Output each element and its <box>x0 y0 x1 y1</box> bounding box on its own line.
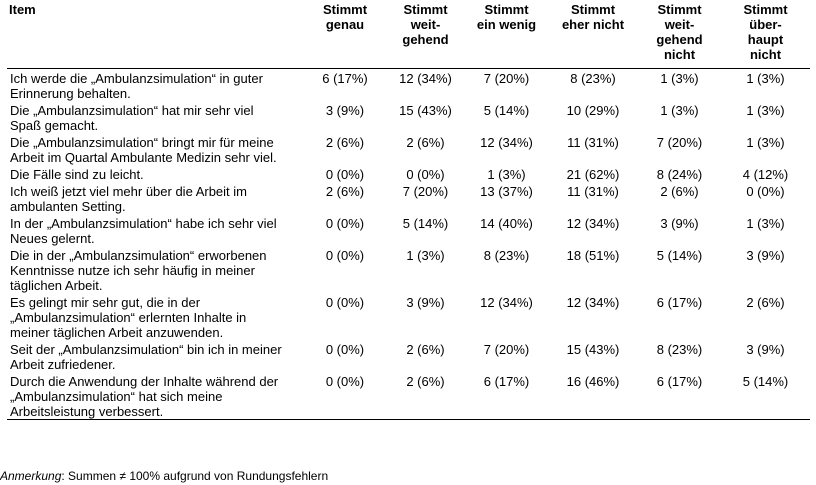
row-value-cell: 14 (40%) <box>480 216 533 231</box>
row-value-cell: 0 (0%) <box>406 167 445 182</box>
row-value-cell: 3 (9%) <box>746 248 785 263</box>
row-value-cell: 4 (12%) <box>742 167 789 182</box>
row-value-cell: 6 (17%) <box>322 71 368 86</box>
row-value-cell: 5 (14%) <box>402 216 449 231</box>
table-row: Die in der „Ambulanzsimulation“ erworben… <box>7 246 810 293</box>
row-item-text: Durch die Anwendung der Inhalte während … <box>7 372 304 420</box>
table-row: Durch die Anwendung der Inhalte während … <box>7 372 810 420</box>
row-value-cell: 11 (31%) <box>567 184 619 199</box>
row-value-cell: 8 (23%) <box>570 71 616 86</box>
row-value-cell: 16 (46%) <box>548 372 638 420</box>
row-value-cell: 2 (6%) <box>746 295 785 310</box>
row-value-cell: 6 (17%) <box>638 372 721 420</box>
row-value-cell: 1 (3%) <box>746 71 785 86</box>
row-value-cell: 8 (23%) <box>656 342 703 357</box>
column-header-2: Stimmt weit- gehend <box>386 2 465 69</box>
row-value-cell: 15 (43%) <box>566 342 620 357</box>
row-value-cell: 21 (62%) <box>566 167 620 182</box>
row-value-cell: 3 (9%) <box>660 216 699 231</box>
row-value-cell: 8 (23%) <box>483 248 530 263</box>
note-text: : Summen ≠ 100% aufgrund von Rundungsfeh… <box>61 469 329 483</box>
table-header-row: Item Stimmt genau Stimmt weit- gehend Stimm… <box>7 2 810 69</box>
row-value-cell: 3 (9%) <box>746 342 785 357</box>
row-value-cell: 3 (9%) <box>406 295 445 310</box>
table-body: Ich werde die „Ambulanzsimulation“ in gu… <box>7 69 810 420</box>
row-item-text: In der „Ambulanzsimulation“ habe ich seh… <box>10 216 277 246</box>
row-value-cell: 7 (20%) <box>483 342 530 357</box>
row-value-cell: 0 (0%) <box>304 372 386 420</box>
column-header-4: Stimmt eher nicht <box>548 2 638 69</box>
row-value-cell: 5 (14%) <box>721 372 810 420</box>
row-value-cell: 0 (0%) <box>325 167 365 182</box>
row-value-cell: 7 (20%) <box>483 71 530 86</box>
row-value-cell: 2 (6%) <box>660 184 699 199</box>
row-value-cell: 13 (37%) <box>480 184 533 199</box>
table-row: Die „Ambulanzsimulation“ hat mir sehr vi… <box>7 101 810 133</box>
row-value-cell: 2 (6%) <box>406 342 445 357</box>
row-value-cell: 0 (0%) <box>746 184 785 199</box>
column-header-6: Stimmt über- haupt nicht <box>721 2 810 69</box>
table-row: Es gelingt mir sehr gut, die in der „Amb… <box>7 293 810 340</box>
table-row: Die „Ambulanzsimulation“ bringt mir für … <box>7 133 810 165</box>
row-value-cell: 2 (6%) <box>325 135 365 150</box>
column-header-1: Stimmt genau <box>304 2 386 69</box>
row-value-cell: 3 (9%) <box>325 103 365 118</box>
row-value-cell: 11 (31%) <box>567 135 619 150</box>
row-value-cell: 2 (6%) <box>325 184 365 199</box>
row-value-cell: 7 (20%) <box>402 184 449 199</box>
column-header-5: Stimmt weit- gehend nicht <box>638 2 721 69</box>
row-item-text: Ich weiß jetzt viel mehr über die Arbeit… <box>10 184 247 214</box>
table-row: Ich werde die „Ambulanzsimulation“ in gu… <box>7 69 810 102</box>
row-value-cell: 0 (0%) <box>325 248 365 263</box>
row-value-cell: 12 (34%) <box>399 71 452 86</box>
row-value-cell: 6 (17%) <box>656 295 703 310</box>
row-value-cell: 5 (14%) <box>483 103 530 118</box>
row-value-cell: 8 (24%) <box>656 167 703 182</box>
row-value-cell: 0 (0%) <box>325 342 365 357</box>
column-header-3: Stimmt ein wenig <box>465 2 548 69</box>
row-item-text: Seit der „Ambulanzsimulation“ bin ich in… <box>10 342 282 372</box>
row-value-cell: 15 (43%) <box>399 103 452 118</box>
table-row: Ich weiß jetzt viel mehr über die Arbeit… <box>7 182 810 214</box>
row-item-text: Die „Ambulanzsimulation“ bringt mir für … <box>10 135 277 165</box>
table-row: Die Fälle sind zu leicht. 0 (0%) 0 (0%) 1 (… <box>7 165 810 182</box>
row-value-cell: 5 (14%) <box>656 248 703 263</box>
row-item-text: Die Fälle sind zu leicht. <box>10 167 144 182</box>
row-value-cell: 2 (6%) <box>406 135 445 150</box>
row-item-text: Die „Ambulanzsimulation“ hat mir sehr vi… <box>10 103 254 133</box>
row-value-cell: 12 (34%) <box>566 295 620 310</box>
row-value-cell: 7 (20%) <box>656 135 703 150</box>
row-value-cell: 18 (51%) <box>566 248 620 263</box>
row-value-cell: 1 (3%) <box>746 216 785 231</box>
row-value-cell: 1 (3%) <box>746 103 785 118</box>
row-value-cell: 1 (3%) <box>406 248 445 263</box>
row-item-text: Ich werde die „Ambulanzsimulation“ in gu… <box>10 71 263 101</box>
note-label: Anmerkung <box>0 469 62 483</box>
row-value-cell: 1 (3%) <box>660 103 699 118</box>
row-value-cell: 0 (0%) <box>325 216 365 231</box>
row-value-cell: 1 (3%) <box>660 71 699 86</box>
row-value-cell: 1 (3%) <box>746 135 785 150</box>
survey-results-table: Item Stimmt genau Stimmt weit- gehend Stimm… <box>7 2 810 420</box>
row-value-cell: 12 (34%) <box>480 295 533 310</box>
row-value-cell: 0 (0%) <box>325 295 365 310</box>
table-note: Anmerkung: Summen ≠ 100% aufgrund von Ru… <box>0 469 328 483</box>
row-value-cell: 10 (29%) <box>566 103 620 118</box>
row-value-cell: 12 (34%) <box>566 216 620 231</box>
row-value-cell: 2 (6%) <box>386 372 465 420</box>
table-row: Seit der „Ambulanzsimulation“ bin ich in… <box>7 340 810 372</box>
row-value-cell: 1 (3%) <box>487 167 526 182</box>
table-row: In der „Ambulanzsimulation“ habe ich seh… <box>7 214 810 246</box>
row-item-text: Es gelingt mir sehr gut, die in der „Amb… <box>10 295 247 340</box>
column-header-item: Item <box>7 2 304 69</box>
row-item-text: Die in der „Ambulanzsimulation“ erworben… <box>10 248 267 293</box>
row-value-cell: 6 (17%) <box>465 372 548 420</box>
row-value-cell: 12 (34%) <box>480 135 533 150</box>
